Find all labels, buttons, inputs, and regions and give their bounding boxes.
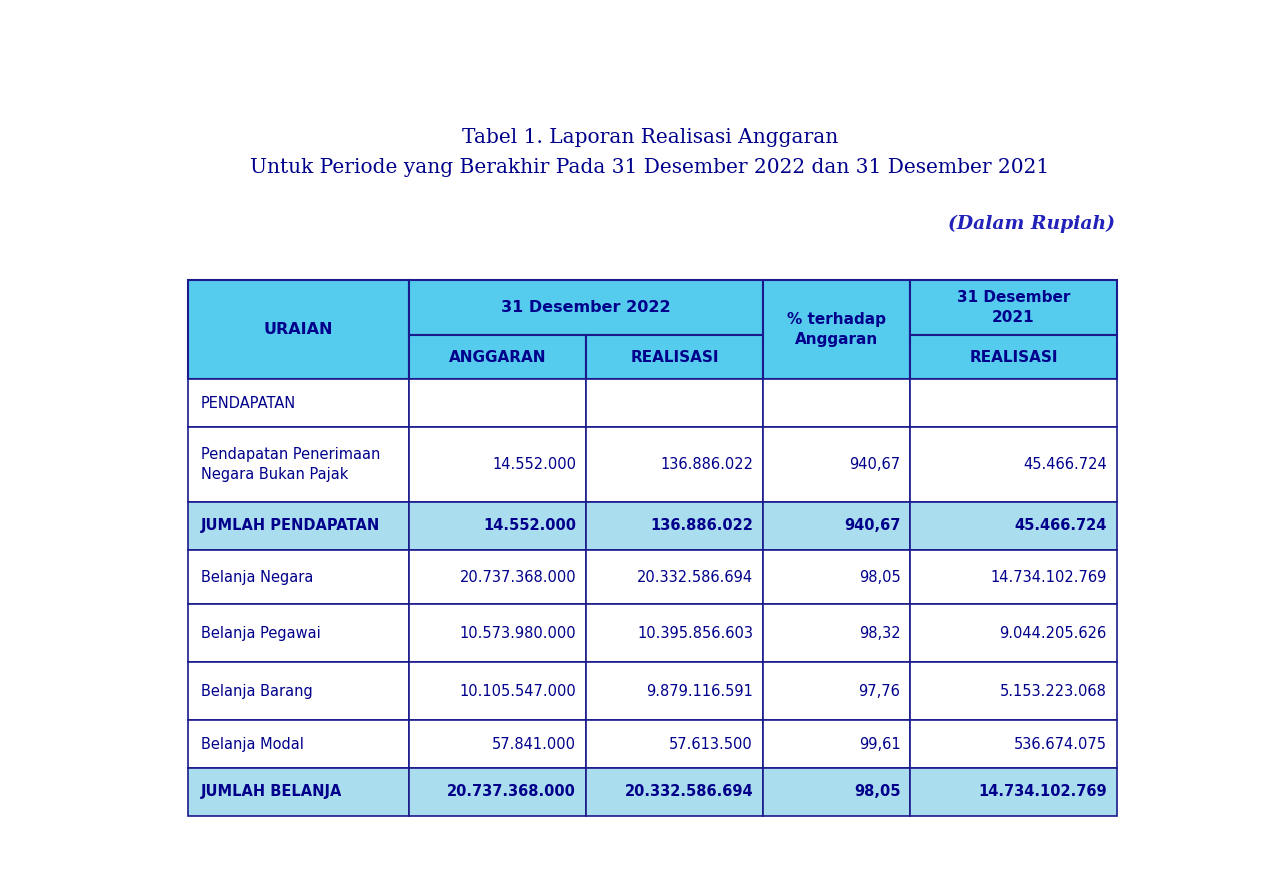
Text: 10.573.980.000: 10.573.980.000 [459,626,576,641]
Bar [763,280,910,379]
Bar [586,335,763,379]
Bar [188,604,410,663]
Text: 45.466.724: 45.466.724 [1023,457,1107,472]
Text: REALISASI: REALISASI [969,350,1058,364]
Bar [188,768,410,816]
Bar [188,720,410,768]
Text: 940,67: 940,67 [850,457,900,472]
Bar [410,720,586,768]
Text: 99,61: 99,61 [858,736,900,751]
Text: 14.552.000: 14.552.000 [492,457,576,472]
Bar [910,502,1117,549]
Text: 5.153.223.068: 5.153.223.068 [1000,684,1107,699]
Text: 57.613.500: 57.613.500 [670,736,753,751]
Bar [188,502,410,549]
Bar [188,280,410,379]
Bar [910,663,1117,720]
Text: 31 Desember 2022: 31 Desember 2022 [501,300,671,315]
Text: 536.674.075: 536.674.075 [1014,736,1107,751]
Text: 14.734.102.769: 14.734.102.769 [990,570,1107,585]
Text: PENDAPATAN: PENDAPATAN [200,395,295,410]
Text: 136.886.022: 136.886.022 [650,518,753,533]
Bar [586,720,763,768]
Text: ANGGARAN: ANGGARAN [449,350,547,364]
Bar [586,549,763,604]
Bar [586,604,763,663]
Text: 10.395.856.603: 10.395.856.603 [637,626,753,641]
Text: 20.332.586.694: 20.332.586.694 [637,570,753,585]
Bar [410,280,763,335]
Bar [410,379,586,427]
Bar [763,427,910,502]
Bar [586,663,763,720]
Text: 9.879.116.591: 9.879.116.591 [647,684,753,699]
Bar [763,502,910,549]
Bar [910,720,1117,768]
Bar [910,379,1117,427]
Bar [910,335,1117,379]
Bar [410,768,586,816]
Bar [410,502,586,549]
Text: 20.737.368.000: 20.737.368.000 [448,784,576,799]
Text: JUMLAH PENDAPATAN: JUMLAH PENDAPATAN [200,518,380,533]
Text: 940,67: 940,67 [844,518,900,533]
Text: 14.734.102.769: 14.734.102.769 [978,784,1107,799]
Text: 57.841.000: 57.841.000 [492,736,576,751]
Bar [410,335,586,379]
Text: 20.737.368.000: 20.737.368.000 [459,570,576,585]
Text: % terhadap
Anggaran: % terhadap Anggaran [787,313,886,347]
Bar [188,549,410,604]
Text: JUMLAH BELANJA: JUMLAH BELANJA [200,784,342,799]
Text: 14.552.000: 14.552.000 [483,518,576,533]
Text: 31 Desember
2021: 31 Desember 2021 [957,291,1070,325]
Text: 97,76: 97,76 [858,684,900,699]
Bar [910,280,1117,335]
Bar [188,663,410,720]
Bar [410,663,586,720]
Bar [763,604,910,663]
Bar [586,379,763,427]
Text: 45.466.724: 45.466.724 [1014,518,1107,533]
Text: 98,05: 98,05 [853,784,900,799]
Bar [586,427,763,502]
Text: 98,32: 98,32 [858,626,900,641]
Text: REALISASI: REALISASI [630,350,719,364]
Text: 136.886.022: 136.886.022 [661,457,753,472]
Bar [763,549,910,604]
Text: Untuk Periode yang Berakhir Pada 31 Desember 2022 dan 31 Desember 2021: Untuk Periode yang Berakhir Pada 31 Dese… [250,159,1050,177]
Bar [763,720,910,768]
Text: Tabel 1. Laporan Realisasi Anggaran: Tabel 1. Laporan Realisasi Anggaran [462,128,838,146]
Bar [763,663,910,720]
Text: Belanja Negara: Belanja Negara [200,570,313,585]
Text: 20.332.586.694: 20.332.586.694 [624,784,753,799]
Text: 98,05: 98,05 [858,570,900,585]
Bar [586,768,763,816]
Bar [410,549,586,604]
Text: (Dalam Rupiah): (Dalam Rupiah) [947,214,1115,233]
Bar [188,427,410,502]
Bar [586,502,763,549]
Bar [910,427,1117,502]
Text: Belanja Pegawai: Belanja Pegawai [200,626,321,641]
Bar [763,379,910,427]
Text: URAIAN: URAIAN [264,323,333,338]
Text: Belanja Modal: Belanja Modal [200,736,303,751]
Text: Pendapatan Penerimaan
Negara Bukan Pajak: Pendapatan Penerimaan Negara Bukan Pajak [200,447,380,482]
Text: Belanja Barang: Belanja Barang [200,684,312,699]
Bar [410,427,586,502]
Bar [910,604,1117,663]
Bar [763,768,910,816]
Text: 10.105.547.000: 10.105.547.000 [459,684,576,699]
Bar [910,768,1117,816]
Bar [188,379,410,427]
Bar [410,604,586,663]
Text: 9.044.205.626: 9.044.205.626 [999,626,1107,641]
Bar [910,549,1117,604]
